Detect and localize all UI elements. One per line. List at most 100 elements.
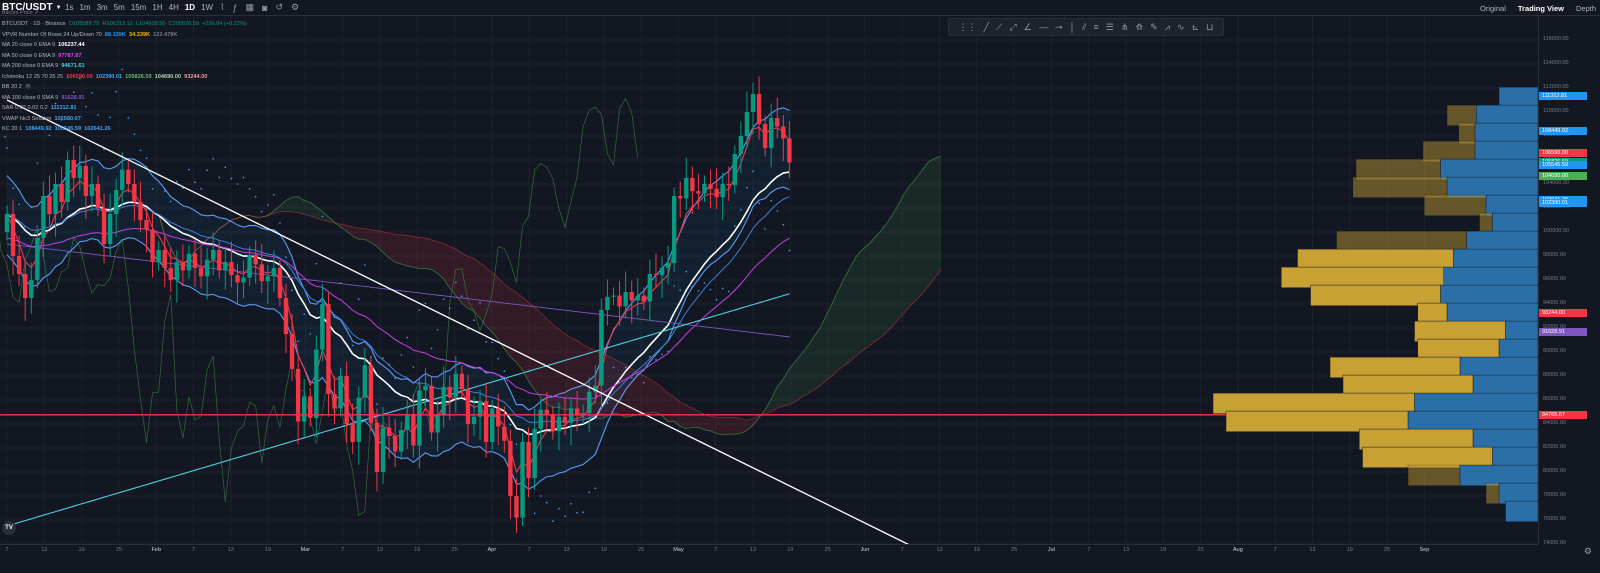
- candle-body[interactable]: [162, 250, 167, 268]
- timeframe-1m[interactable]: 1m: [79, 3, 91, 12]
- candle-body[interactable]: [113, 190, 119, 214]
- extended-line-icon[interactable]: ⤢: [1009, 21, 1017, 32]
- candle-body[interactable]: [593, 385, 598, 392]
- candle-body[interactable]: [550, 414, 556, 432]
- vertical-line-icon[interactable]: │: [1069, 22, 1076, 32]
- ichimoku-base-line[interactable]: [6, 196, 790, 424]
- candle-body[interactable]: [271, 268, 277, 277]
- candle-body[interactable]: [101, 208, 107, 244]
- candle-body[interactable]: [526, 442, 531, 478]
- trendline-icon[interactable]: ╱: [983, 21, 990, 32]
- candle-body[interactable]: [459, 373, 465, 390]
- candle-body[interactable]: [671, 196, 677, 264]
- candle-body[interactable]: [338, 376, 343, 409]
- candle-body[interactable]: [659, 268, 665, 276]
- candle-body[interactable]: [107, 214, 113, 244]
- ema-20-line[interactable]: [6, 171, 790, 436]
- legend-row[interactable]: SAR 0.02 0.02 0.2 111312.81: [2, 103, 247, 114]
- candle-body[interactable]: [241, 277, 246, 283]
- candle-body[interactable]: [544, 409, 549, 415]
- candle-body[interactable]: [29, 280, 34, 298]
- candle-body[interactable]: [10, 214, 16, 256]
- candle-body[interactable]: [295, 368, 301, 422]
- ray-icon[interactable]: ⟋: [996, 21, 1003, 32]
- candle-body[interactable]: [229, 262, 234, 276]
- chart-type-icon[interactable]: ⌇: [220, 2, 225, 12]
- candle-body[interactable]: [150, 229, 155, 262]
- candle-body[interactable]: [89, 184, 95, 196]
- sma-100-line[interactable]: [6, 243, 790, 338]
- fib-extension-icon[interactable]: ☰: [1105, 21, 1114, 32]
- candle-body[interactable]: [356, 397, 361, 442]
- candle-body[interactable]: [532, 428, 537, 478]
- candle-body[interactable]: [77, 166, 82, 178]
- candle-body[interactable]: [95, 184, 101, 208]
- timeframe-4h[interactable]: 4H: [168, 3, 179, 12]
- ichimoku-lagging-span[interactable]: [0, 97, 639, 516]
- candle-body[interactable]: [283, 298, 289, 334]
- camera-icon[interactable]: ◙: [262, 2, 268, 13]
- price-chart[interactable]: [0, 16, 1538, 544]
- candle-body[interactable]: [41, 196, 46, 238]
- candle-body[interactable]: [83, 166, 89, 196]
- candle-body[interactable]: [168, 268, 173, 280]
- candle-body[interactable]: [756, 94, 762, 124]
- legend-row[interactable]: VPVR Number Of Rows 24 Up/Down 70 88.139K…: [2, 30, 247, 41]
- candle-body[interactable]: [192, 253, 198, 268]
- candle-body[interactable]: [684, 178, 689, 199]
- candle-body[interactable]: [629, 292, 634, 301]
- candle-body[interactable]: [132, 184, 137, 202]
- candle-body[interactable]: [483, 401, 489, 442]
- horizontal-ray-icon[interactable]: ⊸: [1055, 21, 1063, 32]
- candle-body[interactable]: [138, 202, 143, 220]
- candle-body[interactable]: [259, 264, 264, 282]
- candle-body[interactable]: [411, 414, 416, 446]
- candle-body[interactable]: [738, 136, 744, 154]
- candle-body[interactable]: [605, 296, 610, 310]
- candle-body[interactable]: [508, 440, 513, 496]
- candle-body[interactable]: [562, 416, 568, 423]
- candle-body[interactable]: [198, 268, 204, 277]
- legend-row[interactable]: MA 20 close 0 EMA 9 106237.44: [2, 40, 247, 51]
- candle-body[interactable]: [574, 408, 580, 416]
- candle-body[interactable]: [435, 415, 440, 433]
- candle-body[interactable]: [465, 389, 471, 424]
- candle-body[interactable]: [174, 262, 180, 280]
- candle-body[interactable]: [332, 394, 337, 409]
- candle-body[interactable]: [186, 253, 192, 271]
- drag-handle-icon[interactable]: ⋮⋮: [958, 21, 977, 32]
- legend-row[interactable]: VWAP hlc3 Session 105580.07: [2, 114, 247, 125]
- keltner-lower[interactable]: [6, 186, 790, 490]
- view-mode-trading-view[interactable]: Trading View: [1517, 3, 1564, 13]
- settings-icon[interactable]: ⚙: [291, 2, 300, 12]
- candle-body[interactable]: [732, 154, 737, 186]
- timeframe-15m[interactable]: 15m: [130, 3, 147, 12]
- candle-body[interactable]: [502, 426, 507, 441]
- ichimoku-span-b[interactable]: [158, 211, 942, 421]
- pattern-icon[interactable]: ⩘: [1164, 21, 1170, 32]
- candle-body[interactable]: [223, 262, 228, 271]
- time-axis[interactable]: 7 13 19 25 Feb 7 13 19 Mar 7 13 19 25 Apr 7 13 19 25 May 7 1…: [0, 544, 1538, 558]
- candle-body[interactable]: [611, 295, 616, 297]
- candle-body[interactable]: [750, 94, 756, 112]
- ema-200-line[interactable]: [6, 293, 790, 527]
- candle-body[interactable]: [665, 263, 671, 268]
- candle-body[interactable]: [678, 196, 683, 199]
- candle-body[interactable]: [301, 396, 307, 422]
- timeframe-1d[interactable]: 1D: [184, 3, 196, 12]
- candle-body[interactable]: [277, 268, 283, 298]
- candle-body[interactable]: [441, 386, 446, 416]
- candle-body[interactable]: [417, 390, 422, 446]
- indicators-icon[interactable]: ƒ: [232, 2, 238, 13]
- legend-row[interactable]: MA 100 close 0 SMA 9 91628.91: [2, 93, 247, 104]
- candle-body[interactable]: [587, 391, 592, 414]
- candle-body[interactable]: [423, 385, 428, 391]
- candle-body[interactable]: [647, 274, 653, 302]
- timeframe-1h[interactable]: 1H: [152, 3, 163, 12]
- candle-body[interactable]: [65, 160, 70, 202]
- candle-body[interactable]: [568, 408, 574, 423]
- legend-row[interactable]: BB 20 2 👁: [2, 82, 247, 93]
- layout-icon[interactable]: ▦: [245, 2, 255, 12]
- pitchfork-icon[interactable]: ⋔: [1120, 21, 1129, 32]
- candle-body[interactable]: [326, 304, 331, 394]
